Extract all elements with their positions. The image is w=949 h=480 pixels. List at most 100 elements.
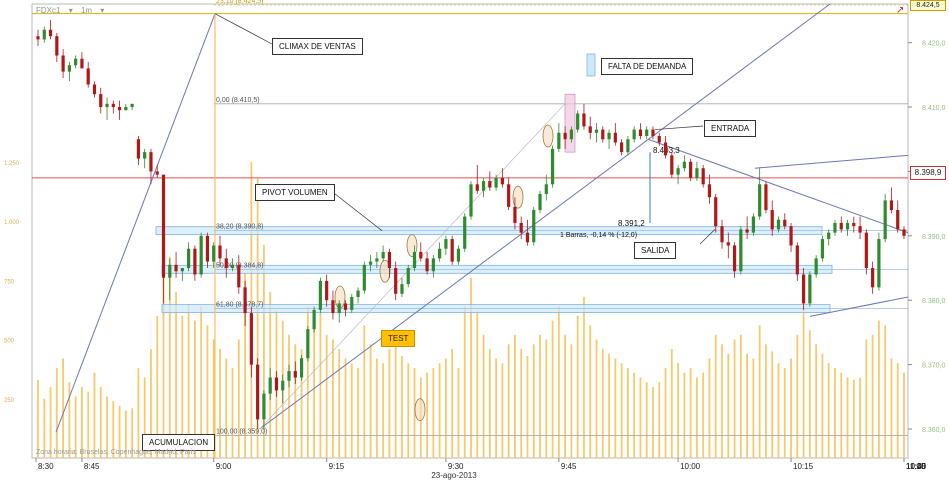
volume-bar [903, 372, 905, 458]
candle-body [187, 248, 191, 269]
x-tick-label: 9:15 [329, 462, 345, 471]
volume-bar [124, 410, 127, 458]
candle-body [412, 251, 417, 269]
volume-bar [890, 358, 893, 458]
volume-bar [87, 391, 90, 458]
candle-body [337, 303, 341, 314]
annotation-falta-demanda: FALTA DE DEMANDA [601, 58, 694, 75]
candle-body [701, 168, 705, 185]
volume-bar [74, 396, 77, 458]
candle-body [136, 139, 141, 159]
volume-bar [55, 367, 58, 458]
candle-body [839, 222, 843, 230]
candle-body [582, 113, 586, 127]
candle-body [425, 258, 429, 272]
x-tick-label: 9:45 [561, 462, 577, 471]
candle-body [36, 36, 40, 40]
chevron-down-icon[interactable]: ▾ [100, 6, 105, 15]
candle-body [287, 371, 291, 381]
volume-bar [564, 334, 567, 458]
y-tick-label: 8.380,0 [922, 298, 945, 305]
candle-body [350, 297, 354, 310]
candle-body [550, 148, 555, 185]
candle-body [808, 274, 812, 304]
volume-bar [81, 386, 83, 458]
volume-bar [256, 178, 259, 458]
volume-ellipse [512, 185, 524, 209]
volume-bar [244, 273, 246, 458]
candle-body [262, 393, 266, 420]
exit-price-label: 8.391,2 [618, 219, 645, 228]
candle-body [368, 261, 373, 265]
candle-body [180, 268, 184, 272]
candle-body [513, 206, 517, 223]
candle-body [325, 280, 329, 301]
volume-bar [752, 358, 755, 458]
candle-body [149, 152, 153, 172]
candle-body [205, 235, 210, 262]
candle-body [92, 84, 97, 95]
volume-bar [482, 334, 485, 458]
volume-bar [156, 315, 159, 458]
period-label[interactable]: 1m [80, 6, 93, 15]
candle-body [456, 248, 461, 262]
chevron-down-icon[interactable]: ▾ [68, 6, 73, 15]
candle-body [161, 174, 166, 278]
candle-body [789, 226, 793, 246]
symbol-bar[interactable]: FDXc1 ▾ 1m ▾ [36, 6, 110, 15]
y-tick-label: 8.410,0 [922, 105, 945, 112]
volume-bar [802, 306, 805, 458]
volume-bar [532, 344, 535, 458]
volume-bar [49, 386, 52, 458]
volume-bar [200, 306, 203, 458]
candle-body [902, 229, 906, 236]
annotation-acumulacion: ACUMULACION [142, 434, 216, 451]
candle-body [375, 258, 379, 262]
volume-tick-label: 500 [4, 339, 15, 345]
volume-bar [407, 363, 410, 458]
candle-body [500, 177, 504, 185]
candle-body [299, 358, 304, 378]
candle-body [613, 132, 617, 143]
trend-arrow-icon[interactable]: ↗ [896, 5, 905, 16]
y-tick-label: 8.360,0 [922, 427, 945, 434]
annotation-pivot-volumen: PIVOT VOLUMEN [255, 184, 335, 201]
candle-body [607, 132, 611, 140]
x-tick-label: 8:30 [38, 462, 54, 471]
volume-bar [514, 334, 516, 458]
x-tick-label: 10:30 [906, 462, 927, 471]
volume-bar [394, 334, 397, 458]
volume-bar [815, 344, 818, 458]
volume-bar [313, 325, 316, 458]
volume-bar [557, 306, 560, 458]
candle-body [343, 303, 348, 310]
volume-bar [771, 351, 774, 458]
volume-bar [137, 367, 140, 458]
volume-bar [363, 325, 366, 458]
volume-bar [457, 367, 460, 458]
volume-bar [808, 330, 811, 458]
candle-body [124, 107, 128, 111]
volume-bar [614, 358, 617, 458]
volume-bar [608, 353, 610, 458]
candle-body [381, 251, 385, 259]
volume-bar [683, 372, 686, 458]
candle-body [224, 258, 228, 269]
symbol-name[interactable]: FDXc1 [36, 6, 61, 15]
volume-bar [150, 349, 152, 458]
volume-bar [589, 325, 592, 458]
candle-body [86, 68, 90, 85]
volume-bar [237, 339, 240, 458]
volume-tick-label: 1.000 [4, 220, 20, 226]
candle-body [871, 268, 875, 288]
fib-label: 100,00 (8.359,0) [216, 428, 267, 435]
volume-bar [664, 367, 667, 458]
candle-body [657, 136, 661, 143]
volume-bar [175, 292, 177, 458]
volume-bar [545, 339, 548, 458]
volume-bar [99, 386, 102, 458]
pivot-pointer [329, 189, 383, 231]
volume-bar [388, 349, 391, 458]
volume-bar [187, 304, 190, 458]
